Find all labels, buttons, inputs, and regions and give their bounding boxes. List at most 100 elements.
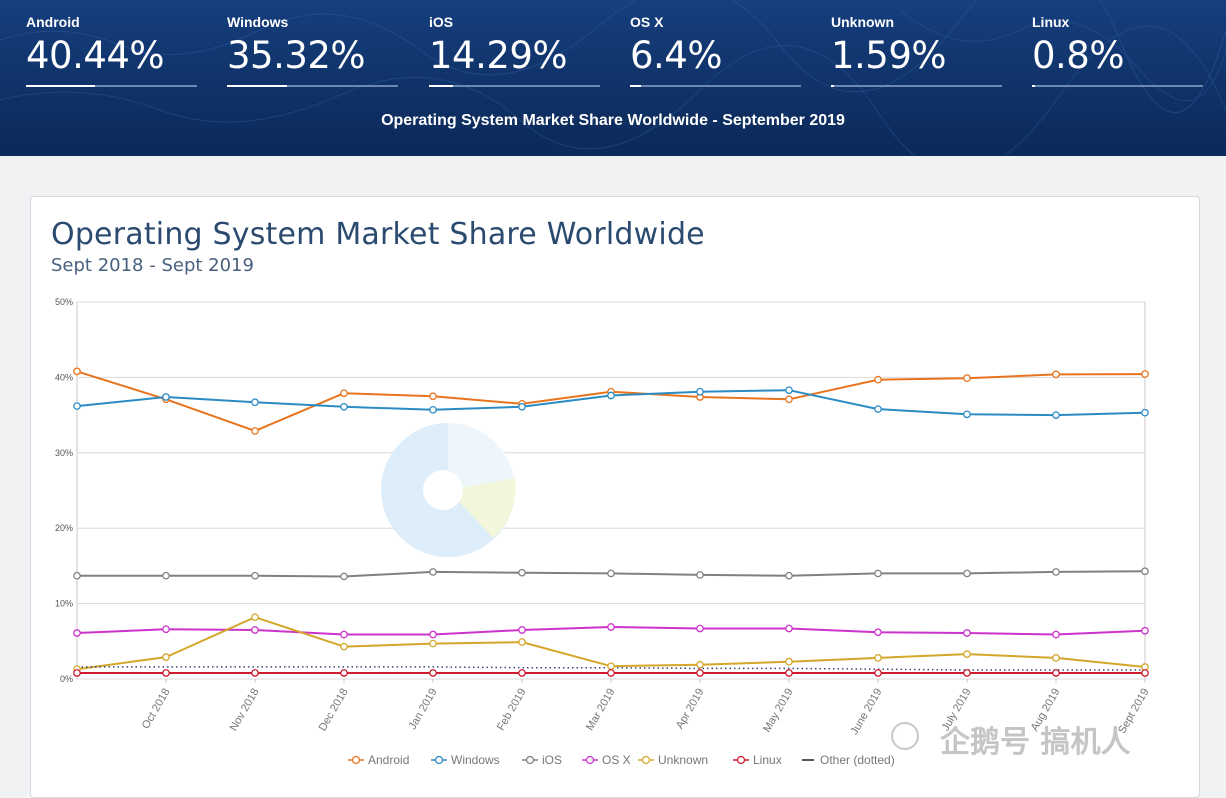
data-point-os-x xyxy=(429,630,437,639)
stat-linux: Linux 0.8% xyxy=(1032,14,1203,87)
faded-pie-hole xyxy=(423,470,463,510)
stat-share-fill xyxy=(26,85,96,87)
data-point-os-x xyxy=(340,630,348,639)
data-point-linux xyxy=(162,669,170,677)
x-tick-label: Apr 2019 xyxy=(674,687,707,732)
data-point-unknown xyxy=(429,639,437,648)
banner-caption: Operating System Market Share Worldwide … xyxy=(381,112,845,129)
data-point-unknown xyxy=(162,653,170,661)
line-chart: 0% 10% 20% 30% 40% 50% Oct 2018 Nov 2018 Dec 201… xyxy=(55,297,1152,767)
data-point-android xyxy=(429,392,437,401)
x-tick-label: Feb 2019 xyxy=(495,687,529,733)
data-point-ios xyxy=(162,571,170,580)
stat-windows: Windows 35.32% xyxy=(227,14,398,87)
data-point-linux xyxy=(874,669,882,677)
faded-pie-slice xyxy=(448,422,515,490)
data-point-windows xyxy=(429,405,437,414)
data-point-windows xyxy=(518,402,526,411)
data-point-linux xyxy=(429,669,437,677)
chart-card: Operating System Market Share Worldwide … xyxy=(30,196,1200,798)
data-point-unknown xyxy=(874,654,882,662)
stat-value: 14.29% xyxy=(429,34,568,77)
data-point-os-x xyxy=(874,628,882,637)
data-point-windows xyxy=(73,402,81,410)
data-point-android xyxy=(963,374,971,383)
y-tick-label: 20% xyxy=(55,523,73,533)
stat-unknown: Unknown 1.59% xyxy=(831,14,1002,87)
data-point-os-x xyxy=(785,624,793,633)
y-tick-label: 0% xyxy=(60,674,73,684)
data-point-windows xyxy=(785,386,793,395)
data-point-linux xyxy=(696,669,704,677)
legend-marker-icon xyxy=(641,755,651,765)
data-point-ios xyxy=(429,568,437,576)
data-point-unknown xyxy=(696,660,704,669)
legend-label: OS X xyxy=(602,753,631,767)
penguin-logo-icon xyxy=(891,722,919,750)
legend-marker-icon xyxy=(525,755,535,765)
data-point-ios xyxy=(340,572,348,581)
legend-label: Windows xyxy=(451,753,500,767)
x-tick-label: Oct 2018 xyxy=(140,687,173,732)
data-point-unknown xyxy=(1052,654,1060,662)
x-tick-label: Mar 2019 xyxy=(584,687,618,733)
y-tick-label: 50% xyxy=(55,297,73,307)
data-point-os-x xyxy=(696,624,704,633)
stat-value: 35.32% xyxy=(227,34,366,77)
stat-name: Android xyxy=(26,14,80,30)
stat-share-fill xyxy=(429,85,454,87)
legend-label: Other (dotted) xyxy=(820,753,895,767)
data-point-android xyxy=(785,395,793,404)
stat-ios: iOS 14.29% xyxy=(429,14,600,87)
data-point-linux xyxy=(518,669,526,677)
stat-name: Linux xyxy=(1032,14,1070,30)
data-point-ios xyxy=(251,571,259,580)
data-point-unknown xyxy=(518,638,526,646)
x-tick-label: Dec 2018 xyxy=(317,687,351,734)
data-point-unknown xyxy=(785,657,793,666)
stat-share-bar xyxy=(26,85,197,87)
stat-share-bar xyxy=(227,85,398,87)
legend-marker-icon xyxy=(351,755,361,765)
data-point-windows xyxy=(874,405,882,413)
data-point-os-x xyxy=(963,629,971,637)
stat-os-x: OS X 6.4% xyxy=(630,14,801,87)
data-point-linux xyxy=(963,669,971,677)
data-point-ios xyxy=(73,571,81,580)
data-point-os-x xyxy=(1052,630,1060,639)
data-point-linux xyxy=(785,669,793,677)
data-point-ios xyxy=(1141,567,1149,576)
stat-name: iOS xyxy=(429,14,454,30)
data-point-linux xyxy=(1141,669,1149,677)
legend-marker-icon xyxy=(736,755,746,765)
data-point-android xyxy=(874,375,882,384)
y-tick-label: 30% xyxy=(55,448,73,458)
x-tick-label: Nov 2018 xyxy=(228,687,262,734)
data-point-linux xyxy=(340,669,348,677)
stat-share-bar xyxy=(630,85,801,87)
data-point-windows xyxy=(251,398,259,407)
stat-share-fill xyxy=(630,85,641,87)
legend-label: Unknown xyxy=(658,753,708,767)
data-point-windows xyxy=(963,410,971,419)
chart-title: Operating System Market Share Worldwide xyxy=(51,217,705,252)
data-point-windows xyxy=(1141,408,1149,417)
data-point-ios xyxy=(518,568,526,577)
data-point-linux xyxy=(251,669,259,677)
data-point-os-x xyxy=(162,625,170,634)
data-point-windows xyxy=(607,391,615,400)
data-point-os-x xyxy=(73,629,81,637)
data-point-unknown xyxy=(963,650,971,658)
y-tick-label: 10% xyxy=(55,599,73,609)
data-point-android xyxy=(340,389,348,398)
stat-name: OS X xyxy=(630,14,664,30)
data-point-linux xyxy=(607,669,615,677)
faded-pie-slice xyxy=(448,478,516,538)
data-point-windows xyxy=(1052,411,1060,419)
stat-share-fill xyxy=(831,85,835,87)
data-point-ios xyxy=(696,571,704,579)
legend-label: Linux xyxy=(753,753,782,767)
watermark-text: 企鹅号 搞机人 xyxy=(940,725,1130,760)
data-point-linux xyxy=(1052,669,1060,677)
data-point-android xyxy=(73,367,81,376)
